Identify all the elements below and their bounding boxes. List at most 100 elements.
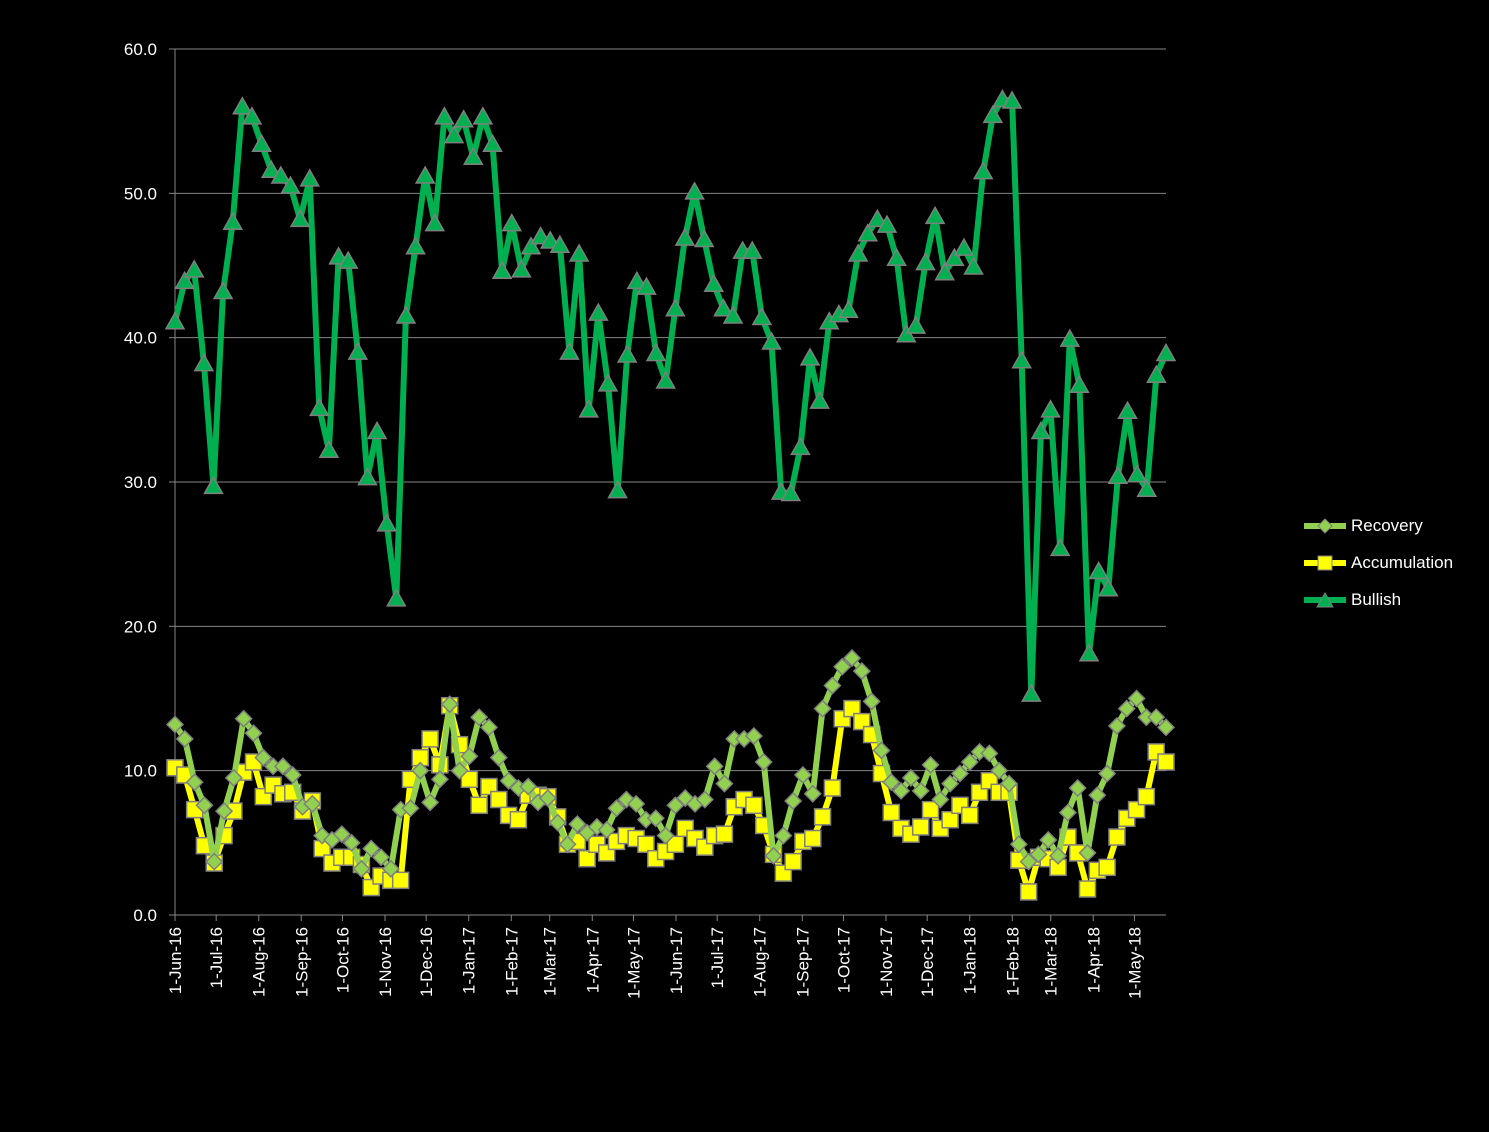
data-point-bullish: [376, 513, 397, 532]
data-point-recovery: [803, 784, 822, 803]
data-point-recovery: [627, 794, 646, 813]
y-tick-label: 30.0: [124, 473, 157, 492]
data-point-recovery: [470, 708, 489, 727]
data-point-bullish: [982, 104, 1004, 124]
data-point-bullish: [1097, 578, 1119, 597]
data-point-accumulation: [460, 770, 479, 789]
data-point-recovery: [784, 791, 803, 811]
data-point-recovery: [656, 826, 675, 845]
y-tick-label: 50.0: [124, 184, 157, 203]
data-point-bullish: [867, 208, 888, 228]
data-point-bullish: [1059, 328, 1081, 347]
data-point-accumulation: [921, 800, 940, 819]
legend-label-bullish: Bullish: [1351, 590, 1402, 609]
data-point-bullish: [953, 237, 975, 256]
data-point-bullish: [270, 165, 292, 184]
data-point-recovery: [1147, 708, 1166, 727]
data-point-recovery: [489, 748, 508, 767]
data-point-bullish: [972, 161, 994, 180]
x-tick-label: 1-Sep-16: [292, 927, 311, 997]
data-point-bullish: [482, 133, 503, 153]
data-point-bullish: [684, 181, 705, 200]
data-point-bullish: [568, 243, 590, 262]
x-tick-label: 1-Nov-17: [877, 927, 896, 997]
data-point-recovery: [607, 799, 626, 818]
data-point-bullish: [212, 280, 234, 300]
data-point-bullish: [741, 240, 763, 259]
data-point-recovery: [1156, 718, 1176, 737]
data-point-bullish: [1126, 464, 1148, 483]
data-point-recovery: [597, 820, 616, 839]
data-point-recovery: [234, 709, 253, 728]
data-point-accumulation: [1157, 753, 1175, 771]
data-point-bullish: [1011, 350, 1032, 369]
data-point-recovery: [185, 773, 204, 792]
data-point-recovery: [862, 692, 881, 711]
data-point-bullish: [337, 250, 359, 269]
data-point-bullish: [232, 96, 253, 115]
data-point-bullish: [453, 109, 474, 128]
data-point-bullish: [693, 228, 715, 248]
x-tick-label: 1-Jan-17: [460, 927, 479, 994]
data-point-recovery: [558, 835, 577, 854]
data-point-bullish: [1146, 364, 1167, 383]
data-point-accumulation: [1019, 883, 1038, 901]
data-point-bullish: [443, 125, 465, 144]
data-point-bullish: [607, 480, 628, 499]
data-point-bullish: [222, 211, 244, 230]
data-point-recovery: [548, 813, 567, 832]
data-point-accumulation: [421, 730, 439, 748]
data-point-recovery: [852, 662, 871, 681]
data-point-recovery: [764, 846, 783, 865]
data-point-recovery: [371, 848, 391, 867]
axes: 0.0 10.0 20.0 30.0 40.0 50.0 60.0 1-Jun-16 1-Jul…: [124, 40, 1166, 999]
data-point-recovery: [401, 799, 420, 818]
data-point-bullish: [1107, 465, 1129, 484]
data-point-bullish: [674, 227, 696, 246]
data-point-recovery: [283, 765, 302, 785]
data-point-recovery: [1029, 845, 1048, 864]
data-point-bullish: [886, 247, 907, 267]
data-point-accumulation: [1137, 787, 1156, 806]
data-point-recovery: [1058, 803, 1077, 822]
data-point-recovery: [1039, 830, 1058, 850]
x-tick-label: 1-Aug-17: [751, 927, 770, 997]
x-tick-label: 1-Oct-17: [834, 927, 853, 993]
data-point-bullish: [260, 159, 282, 178]
legend-label-recovery: Recovery: [1351, 516, 1423, 535]
data-point-bullish: [799, 347, 821, 366]
data-point-bullish: [809, 390, 830, 409]
x-tick-label: 1-Oct-16: [333, 927, 352, 993]
data-point-bullish: [751, 306, 773, 326]
data-point-bullish: [597, 373, 619, 392]
data-point-recovery: [1107, 716, 1127, 735]
data-point-recovery: [273, 757, 292, 776]
data-point-recovery: [941, 774, 960, 793]
data-point-recovery: [842, 649, 862, 668]
data-point-recovery: [705, 757, 724, 776]
data-point-recovery: [1068, 778, 1087, 798]
data-point-accumulation: [784, 852, 802, 871]
data-point-bullish: [1136, 478, 1158, 497]
data-point-accumulation: [391, 871, 410, 890]
x-tick-label: 1-Apr-17: [583, 927, 602, 993]
data-point-recovery: [175, 729, 194, 748]
data-point-recovery: [244, 724, 263, 743]
data-point-bullish: [616, 344, 638, 363]
data-point-bullish: [915, 252, 936, 271]
data-point-bullish: [309, 397, 330, 417]
data-point-bullish: [905, 315, 927, 334]
data-point-recovery: [460, 747, 479, 766]
x-tick-label: 1-Feb-18: [1003, 927, 1022, 996]
data-point-bullish: [1117, 400, 1138, 420]
data-point-recovery: [813, 699, 832, 718]
data-point-recovery: [695, 790, 714, 809]
data-point-accumulation: [715, 825, 734, 843]
data-point-bullish: [1078, 643, 1100, 662]
x-tick-label: 1-Jun-17: [667, 927, 686, 994]
legend-swatch-accumulation: [1304, 555, 1346, 571]
x-tick-label: 1-Nov-16: [376, 927, 395, 997]
data-point-bullish: [357, 467, 378, 486]
data-point-recovery: [715, 774, 734, 793]
